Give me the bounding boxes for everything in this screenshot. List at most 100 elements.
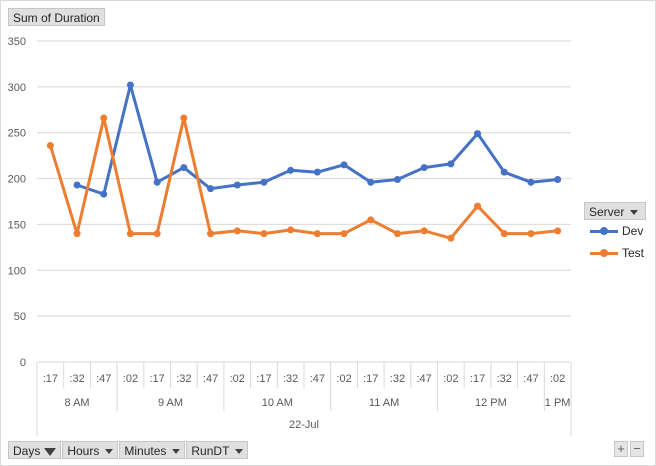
- minutes-field-label: Minutes: [124, 444, 167, 458]
- legend-title-label: Server: [589, 205, 625, 219]
- data-point-test: [126, 230, 134, 238]
- minutes-field-button[interactable]: Minutes: [119, 441, 186, 459]
- data-point-dev: [100, 190, 108, 198]
- data-point-test: [367, 216, 375, 224]
- x-tick-label: :32: [390, 373, 405, 385]
- collapse-button[interactable]: −: [630, 441, 644, 457]
- x-tick-label: :47: [310, 373, 325, 385]
- hour-label: 10 AM: [262, 397, 293, 409]
- day-label: 22-Jul: [289, 419, 319, 431]
- x-tick-label: :32: [176, 373, 191, 385]
- x-tick-label: :17: [150, 373, 165, 385]
- y-tick-label: 300: [8, 82, 26, 94]
- x-tick-label: :17: [256, 373, 271, 385]
- data-point-test: [554, 227, 562, 235]
- data-point-dev: [207, 185, 215, 193]
- data-point-dev: [340, 161, 348, 169]
- x-tick-label: :32: [69, 373, 84, 385]
- x-tick-label: :17: [43, 373, 58, 385]
- x-tick-label: :47: [417, 373, 432, 385]
- data-point-dev: [180, 164, 188, 172]
- x-axis: :17 :32 :47 :02 :17 :32 :47 :02 :17 :32 :47 :02 :17:…: [36, 361, 572, 436]
- data-point-test: [153, 230, 161, 238]
- x-tick-label: :02: [550, 373, 565, 385]
- data-point-test: [500, 230, 508, 238]
- x-tick-label: :47: [203, 373, 218, 385]
- data-point-dev: [367, 178, 375, 186]
- data-point-test: [260, 230, 268, 238]
- x-tick-label: :47: [96, 373, 111, 385]
- value-field-button[interactable]: Sum of Duration: [8, 8, 105, 26]
- data-point-test: [180, 114, 188, 122]
- data-point-dev: [260, 178, 268, 186]
- series-line-dev: [75, 83, 560, 196]
- x-tick-label: :47: [523, 373, 538, 385]
- plus-icon: +: [617, 441, 625, 456]
- data-point-dev: [393, 175, 401, 183]
- legend-label-dev: Dev: [622, 224, 644, 238]
- x-tick-label: :02: [336, 373, 351, 385]
- chevron-down-icon: [630, 210, 639, 216]
- legend-marker-test: [600, 249, 608, 257]
- x-tick-label: :02: [443, 373, 458, 385]
- hour-label: 12 PM: [475, 397, 507, 409]
- series-line-test: [48, 116, 560, 240]
- data-point-test: [73, 230, 81, 238]
- data-point-test: [340, 230, 348, 238]
- x-tick-label: :32: [283, 373, 298, 385]
- data-point-test: [287, 226, 295, 234]
- data-point-dev: [233, 181, 241, 189]
- legend-field-button[interactable]: Server: [584, 202, 646, 220]
- hour-label: 8 AM: [65, 397, 90, 409]
- rundt-field-button[interactable]: RunDT: [186, 441, 249, 459]
- y-tick-label: 250: [8, 128, 26, 140]
- rundt-field-label: RunDT: [191, 444, 230, 458]
- minus-icon: −: [633, 441, 641, 456]
- hour-label: 9 AM: [158, 397, 183, 409]
- data-point-dev: [447, 160, 455, 168]
- data-point-dev: [474, 130, 482, 138]
- legend-label-test: Test: [622, 246, 645, 260]
- data-point-test: [233, 227, 241, 235]
- data-point-test: [207, 230, 215, 238]
- hour-label: 1 PM: [545, 397, 571, 409]
- data-point-dev: [153, 178, 161, 186]
- y-axis: 0 50 100 150 200 250 300 350: [8, 36, 26, 369]
- data-point-dev: [500, 168, 508, 176]
- data-point-dev: [126, 81, 134, 89]
- hours-field-label: Hours: [67, 444, 100, 458]
- legend-marker-dev: [600, 227, 608, 235]
- axis-field-buttons: Days Hours Minutes RunDT: [8, 441, 249, 459]
- series-layer: [46, 81, 562, 242]
- y-tick-label: 150: [8, 219, 26, 231]
- y-tick-label: 200: [8, 174, 26, 186]
- chevron-down-icon: [235, 449, 244, 455]
- x-tick-label: :02: [123, 373, 138, 385]
- x-tick-label: :02: [230, 373, 245, 385]
- value-field-label: Sum of Duration: [13, 11, 100, 25]
- chevron-down-icon: [105, 449, 114, 455]
- x-tick-label: :17: [363, 373, 378, 385]
- days-field-button[interactable]: Days: [8, 441, 62, 459]
- data-point-test: [46, 142, 54, 150]
- hour-label: 11 AM: [369, 397, 399, 409]
- data-point-dev: [527, 178, 535, 186]
- hours-field-button[interactable]: Hours: [62, 441, 119, 459]
- data-point-test: [474, 202, 482, 210]
- data-point-test: [527, 230, 535, 238]
- expand-button[interactable]: +: [614, 441, 628, 457]
- data-point-dev: [313, 168, 321, 176]
- days-field-label: Days: [13, 444, 41, 458]
- data-point-test: [100, 114, 108, 122]
- data-point-test: [447, 234, 455, 242]
- y-tick-label: 0: [20, 357, 26, 369]
- x-tick-label: :17: [470, 373, 485, 385]
- x-tick-label: :32: [497, 373, 512, 385]
- y-tick-label: 350: [8, 36, 26, 48]
- y-tick-label: 50: [14, 311, 26, 323]
- chevron-down-icon: [172, 449, 181, 455]
- data-point-test: [393, 230, 401, 238]
- gridlines: [37, 40, 571, 363]
- data-point-test: [313, 230, 321, 238]
